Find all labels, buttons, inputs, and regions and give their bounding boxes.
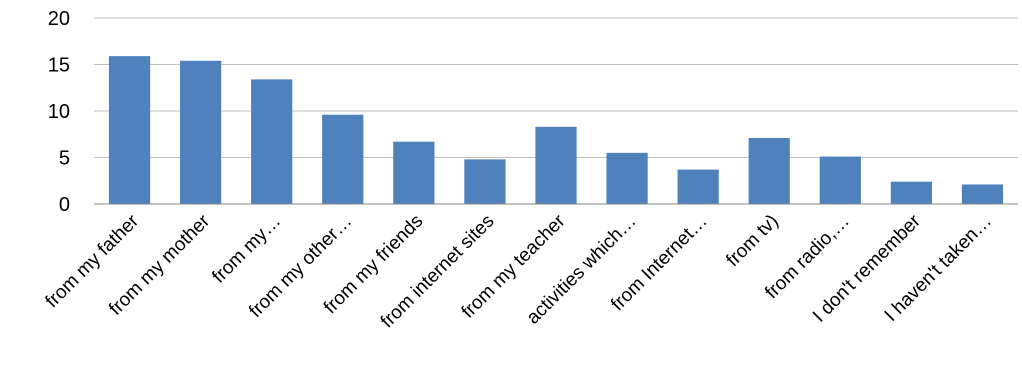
bars: [108, 56, 1004, 204]
bar: [677, 169, 719, 204]
bar: [464, 159, 506, 204]
bar: [748, 137, 790, 204]
bar: [251, 79, 293, 204]
bar: [393, 141, 435, 204]
bar: [535, 126, 577, 204]
bar: [819, 156, 861, 204]
bar: [890, 181, 932, 204]
y-tick-labels: 0 5 10 15 20: [48, 8, 70, 216]
y-tick-label: 15: [48, 55, 70, 77]
bar: [322, 114, 364, 204]
y-tick-label: 10: [48, 101, 70, 123]
bar: [108, 56, 151, 204]
y-tick-label: 0: [59, 194, 70, 216]
bar: [180, 60, 222, 204]
y-tick-label: 20: [48, 8, 70, 30]
y-tick-label: 5: [59, 148, 70, 170]
bar: [961, 184, 1004, 204]
x-tick-label: from tv): [722, 211, 782, 271]
x-tick-label: from my…: [208, 211, 285, 288]
bar: [606, 152, 648, 204]
